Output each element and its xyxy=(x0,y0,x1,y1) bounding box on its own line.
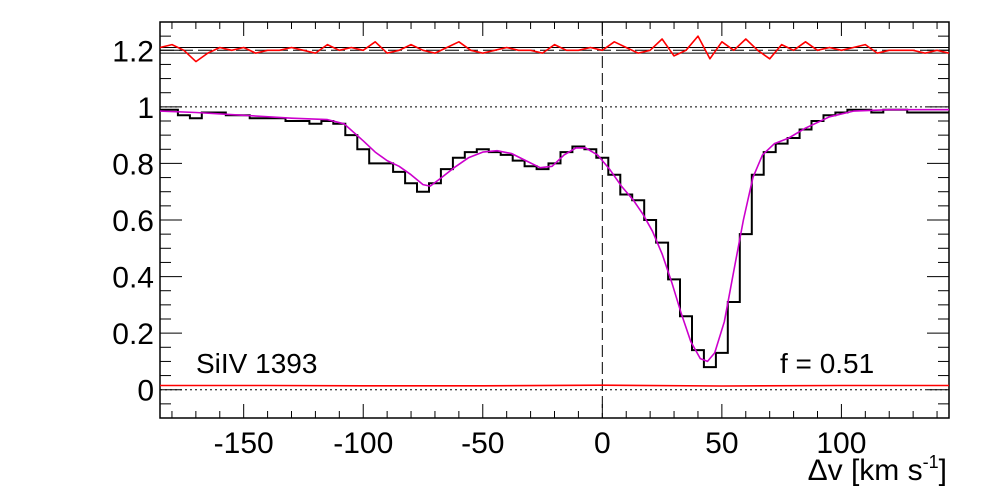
ion-label: SiIV 1393 xyxy=(196,348,317,379)
x-tick-label: -100 xyxy=(333,427,393,460)
error-line xyxy=(160,384,949,387)
x-axis-label-sup: -1 xyxy=(923,452,939,472)
y-tick-label: 0.2 xyxy=(112,318,154,351)
f-value-label: f = 0.51 xyxy=(780,348,874,379)
residual-line xyxy=(159,35,950,63)
y-tick-label: 0.4 xyxy=(112,262,154,295)
x-tick-label: 100 xyxy=(816,427,866,460)
y-tick-label: 1 xyxy=(137,92,154,125)
axis-ticks xyxy=(160,21,949,419)
x-axis-label: Δv [km s-1] xyxy=(808,452,947,487)
model-fit-line xyxy=(159,108,949,363)
series-layer xyxy=(159,35,950,387)
x-tick-label: 50 xyxy=(705,427,738,460)
y-tick-label: 1.2 xyxy=(112,35,154,68)
y-tick-label: 0 xyxy=(137,375,154,408)
data-histogram xyxy=(160,108,949,369)
x-axis-label-close: ] xyxy=(939,454,947,487)
axis-tick-labels: -150 -100 -50 0 50 100 0 0.2 0.4 0.6 0.8 1 1.2 xyxy=(112,35,866,460)
y-tick-label: 0.6 xyxy=(112,205,154,238)
x-axis-label-main: Δv [km s xyxy=(808,454,923,487)
x-tick-label: -150 xyxy=(214,427,274,460)
x-tick-label: 0 xyxy=(594,427,611,460)
x-tick-label: -50 xyxy=(461,427,504,460)
y-tick-label: 0.8 xyxy=(112,148,154,181)
